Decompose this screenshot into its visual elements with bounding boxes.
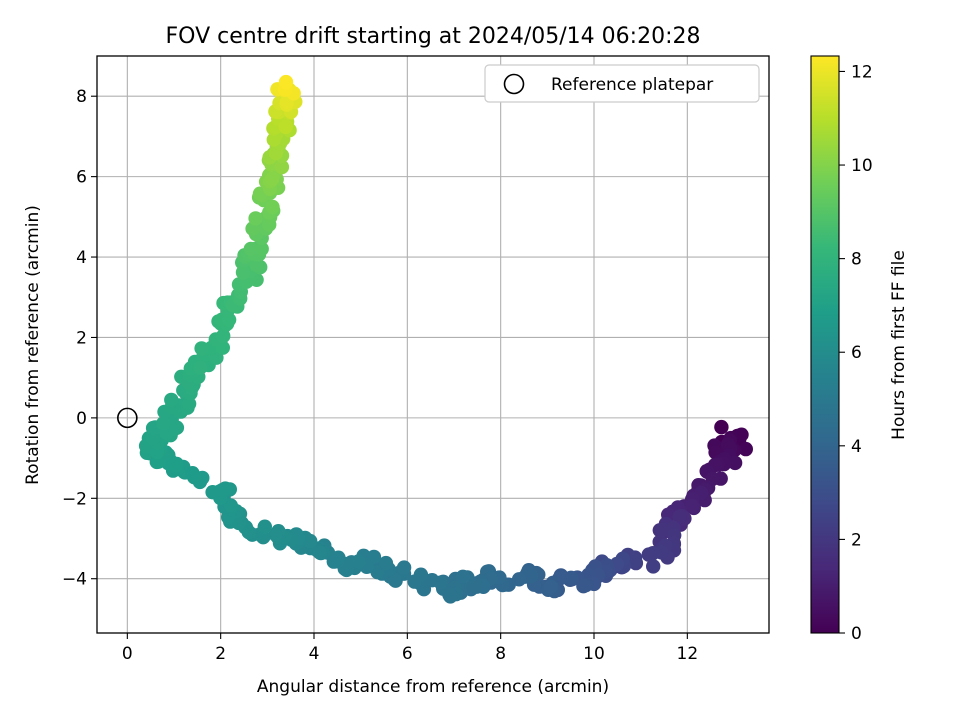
scatter-point [469, 579, 484, 594]
scatter-point [627, 553, 643, 568]
scatter-point [396, 560, 412, 575]
x-tick-label: 6 [402, 644, 413, 664]
x-tick-label: 8 [495, 644, 506, 664]
scatter-point [248, 211, 263, 226]
y-tick-label: 4 [76, 248, 87, 268]
x-tick-label: 2 [215, 644, 226, 664]
legend-box [484, 64, 760, 103]
colorbar-tick-label: 4 [851, 437, 862, 457]
scatter-point [205, 485, 220, 500]
colorbar [810, 55, 840, 634]
legend-marker-icon [503, 73, 525, 95]
scatter-point [738, 441, 753, 457]
colorbar-tick-label: 10 [851, 156, 873, 176]
scatter-point [243, 241, 259, 257]
scatter-point [194, 341, 209, 356]
colorbar-tick-label: 6 [851, 343, 862, 363]
scatter-point [278, 119, 293, 134]
scatter-point [523, 568, 539, 584]
colorbar-tick-label: 0 [851, 624, 862, 644]
scatter-point [672, 509, 687, 525]
scatter-point [254, 241, 269, 257]
scatter-point [185, 466, 200, 481]
x-tick-label: 0 [122, 644, 133, 664]
data-points [138, 74, 753, 604]
scatter-point [274, 159, 290, 175]
scatter-point [181, 396, 197, 411]
plot-frame [96, 55, 770, 634]
scatter-point [641, 547, 656, 562]
y-tick-label: 0 [76, 409, 87, 429]
scatter-point [727, 455, 743, 471]
scatter-point [223, 498, 238, 513]
scatter-point [312, 545, 327, 560]
x-tick-label: 12 [677, 644, 699, 664]
x-tick-label: 4 [309, 644, 320, 664]
x-tick-label: 10 [583, 644, 605, 664]
colorbar-label: Hours from first FF file [889, 250, 909, 440]
x-axis-label: Angular distance from reference (arcmin) [257, 677, 609, 697]
scatter-point [265, 171, 280, 186]
reference-marker [117, 407, 138, 429]
y-tick-label: −4 [62, 570, 87, 590]
scatter-point [164, 392, 179, 408]
scatter-point [714, 419, 729, 435]
scatter-point [646, 559, 661, 574]
scatter-point [576, 579, 591, 594]
scatter-point [278, 74, 294, 90]
scatter-point [543, 579, 558, 594]
scatter-point [265, 199, 280, 215]
scatter-point [684, 498, 699, 514]
y-axis-label: Rotation from reference (arcmin) [23, 205, 43, 485]
colorbar-tick-label: 2 [851, 530, 862, 550]
scatter-point [156, 416, 171, 431]
scatter-point [351, 554, 366, 569]
scatter-point [268, 527, 283, 542]
scatter-point [193, 360, 208, 375]
scatter-point [407, 574, 422, 589]
chart-title: FOV centre drift starting at 2024/05/14 … [166, 24, 701, 49]
y-tick-label: 6 [76, 168, 87, 188]
scatter-point [443, 589, 458, 604]
scatter-point [257, 519, 272, 534]
scatter-point [169, 457, 184, 473]
y-tick-label: 2 [76, 328, 87, 348]
colorbar-tick-label: 12 [851, 62, 873, 82]
colorbar-ticks: 0 2 4 6 8 10 12 [839, 62, 873, 644]
colorbar-tick-label: 8 [851, 250, 862, 270]
scatter-point [331, 550, 346, 565]
legend-entry-label: Reference platepar [551, 75, 713, 95]
scatter-point [366, 549, 382, 565]
scatter-point [656, 522, 671, 537]
x-axis-ticks: 0 2 4 6 8 10 12 [122, 633, 698, 664]
legend: Reference platepar [484, 64, 760, 103]
y-axis-ticks: −4 −2 0 2 4 6 8 [62, 87, 97, 590]
y-tick-label: 8 [76, 87, 87, 107]
scatter-point [378, 555, 394, 571]
y-tick-label: −2 [62, 489, 87, 509]
scatter-point [455, 569, 471, 584]
